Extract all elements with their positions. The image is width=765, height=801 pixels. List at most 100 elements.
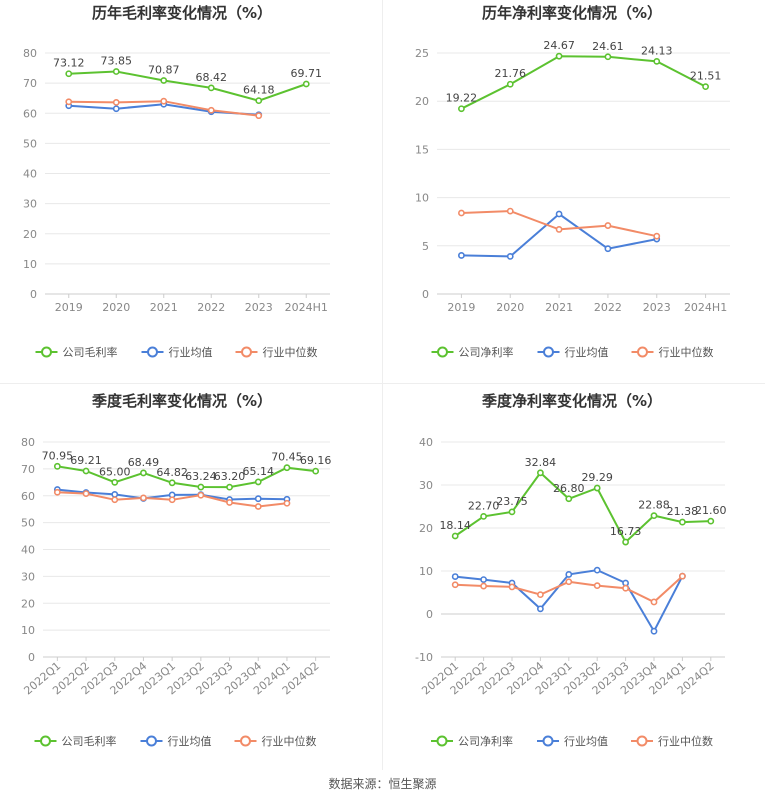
legend-item-industry_avg: 行业均值 bbox=[537, 346, 609, 359]
legend-swatch-marker bbox=[240, 735, 251, 747]
data-point-industry_median bbox=[53, 488, 61, 496]
x-tick-label: 2023 bbox=[643, 301, 671, 314]
legend-label: 行业中位数 bbox=[262, 734, 317, 748]
data-point-industry_median bbox=[255, 112, 263, 120]
data-label: 64.82 bbox=[156, 466, 188, 479]
data-point-industry_avg bbox=[537, 605, 544, 613]
data-point-industry_median bbox=[207, 106, 215, 114]
data-point-company bbox=[604, 53, 612, 61]
legend-item-industry_avg: 行业均值 bbox=[141, 346, 213, 359]
x-tick-label: 2021 bbox=[150, 301, 178, 314]
x-tick-label: 2024H1 bbox=[285, 301, 328, 314]
legend-item-company: 公司毛利率 bbox=[34, 734, 117, 748]
data-label: 70.87 bbox=[148, 64, 180, 77]
data-label: 69.71 bbox=[291, 67, 323, 80]
x-tick-label: 2022 bbox=[197, 301, 225, 314]
data-label: 22.88 bbox=[638, 499, 670, 512]
data-point-industry_median bbox=[537, 591, 544, 599]
legend-label: 公司毛利率 bbox=[62, 734, 117, 748]
data-label: 73.12 bbox=[53, 57, 85, 70]
data-point-company bbox=[622, 538, 629, 546]
legend-label: 公司净利率 bbox=[459, 345, 514, 359]
data-point-industry_median bbox=[254, 503, 262, 510]
x-tick-label: 2024H1 bbox=[684, 301, 727, 314]
data-label: 63.20 bbox=[214, 470, 246, 483]
data-point-company bbox=[283, 464, 291, 472]
data-label: 70.95 bbox=[42, 449, 74, 462]
data-point-industry_median bbox=[226, 499, 233, 506]
data-point-company bbox=[650, 512, 658, 520]
data-label: 64.18 bbox=[243, 84, 275, 97]
chart-panel-3: 季度毛利率变化情况（%）010203040506070802022Q12022Q… bbox=[21, 392, 331, 748]
data-point-company bbox=[255, 97, 263, 105]
chart-panel-4: 季度净利率变化情况（%）-100102030402022Q12022Q22022… bbox=[415, 392, 727, 748]
data-label: 16.73 bbox=[610, 525, 642, 538]
legend-item-industry_median: 行业中位数 bbox=[631, 345, 714, 359]
data-point-industry_median bbox=[451, 581, 459, 589]
x-tick-label: 2019 bbox=[55, 301, 83, 314]
legend-swatch-marker bbox=[40, 735, 51, 747]
data-point-company bbox=[53, 462, 61, 470]
legend-label: 行业中位数 bbox=[263, 345, 318, 359]
data-point-company bbox=[537, 469, 544, 477]
data-point-company bbox=[653, 57, 661, 65]
data-point-industry_avg bbox=[565, 571, 573, 578]
data-point-company bbox=[555, 52, 563, 60]
y-tick-label: 0 bbox=[426, 608, 433, 621]
data-point-industry_avg bbox=[112, 105, 120, 113]
data-point-industry_avg bbox=[604, 245, 612, 253]
data-label: 69.21 bbox=[70, 454, 102, 467]
data-label: 24.67 bbox=[543, 39, 575, 52]
data-point-company bbox=[565, 495, 573, 503]
series-line-company bbox=[57, 465, 316, 489]
legend-label: 行业均值 bbox=[565, 346, 609, 359]
x-tick-label: 2022 bbox=[594, 301, 622, 314]
data-point-industry_median bbox=[650, 598, 658, 606]
data-point-industry_avg bbox=[111, 491, 119, 498]
legend-label: 行业均值 bbox=[564, 735, 608, 748]
y-tick-label: 80 bbox=[23, 47, 37, 60]
data-point-industry_median bbox=[197, 491, 205, 499]
data-point-industry_avg bbox=[254, 495, 262, 503]
legend-swatch-marker bbox=[147, 346, 158, 358]
legend-item-company: 公司净利率 bbox=[431, 734, 513, 748]
y-tick-label: 40 bbox=[419, 436, 433, 449]
y-tick-label: 0 bbox=[30, 288, 37, 301]
data-label: 24.13 bbox=[641, 44, 673, 57]
legend-swatch-marker bbox=[637, 346, 648, 358]
legend-swatch-marker bbox=[542, 735, 554, 747]
legend-swatch-marker bbox=[543, 346, 554, 358]
data-point-industry_median bbox=[506, 207, 514, 215]
panel-divider-vertical bbox=[382, 0, 383, 770]
data-point-industry_avg bbox=[506, 253, 514, 260]
data-label: 21.38 bbox=[667, 505, 699, 518]
data-point-company bbox=[508, 508, 516, 516]
data-label: 73.85 bbox=[101, 55, 133, 68]
y-tick-label: 30 bbox=[21, 570, 35, 583]
legend-item-company: 公司净利率 bbox=[431, 345, 514, 359]
data-point-industry_median bbox=[508, 583, 516, 591]
data-point-company bbox=[506, 80, 514, 88]
data-point-industry_median bbox=[112, 99, 120, 106]
data-point-company bbox=[197, 483, 205, 491]
legend-label: 行业中位数 bbox=[659, 345, 714, 359]
data-point-company bbox=[112, 68, 120, 75]
data-point-industry_median bbox=[111, 496, 119, 504]
data-point-company bbox=[254, 478, 262, 486]
legend-swatch-marker bbox=[636, 735, 648, 747]
data-point-company bbox=[451, 532, 459, 540]
data-label: 63.24 bbox=[185, 470, 217, 483]
data-label: 21.60 bbox=[695, 504, 727, 517]
data-label: 19.22 bbox=[446, 92, 478, 105]
data-point-industry_median bbox=[622, 584, 629, 592]
legend-label: 公司毛利率 bbox=[63, 345, 118, 359]
y-tick-label: 20 bbox=[419, 522, 433, 535]
data-label: 18.14 bbox=[439, 519, 471, 532]
panel-divider-horizontal bbox=[0, 383, 765, 384]
data-label: 29.29 bbox=[581, 471, 613, 484]
data-point-industry_median bbox=[653, 232, 661, 240]
data-point-industry_median bbox=[82, 490, 90, 497]
data-point-industry_median bbox=[593, 582, 601, 590]
y-tick-label: 25 bbox=[415, 47, 429, 60]
